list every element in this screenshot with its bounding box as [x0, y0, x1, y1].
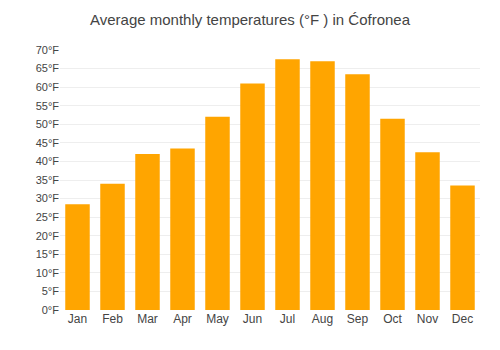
svg-text:Sep: Sep	[347, 312, 369, 326]
svg-text:65°F: 65°F	[36, 62, 60, 74]
svg-text:May: May	[206, 312, 229, 326]
svg-text:Apr: Apr	[173, 312, 192, 326]
svg-text:0°F: 0°F	[42, 304, 60, 316]
svg-text:Jun: Jun	[243, 312, 262, 326]
svg-text:15°F: 15°F	[36, 248, 60, 260]
svg-text:20°F: 20°F	[36, 230, 60, 242]
svg-text:Feb: Feb	[102, 312, 123, 326]
svg-text:30°F: 30°F	[36, 192, 60, 204]
svg-text:35°F: 35°F	[36, 174, 60, 186]
svg-text:Average monthly temperatures (: Average monthly temperatures (°F ) in Ćo…	[90, 11, 411, 28]
svg-text:Aug: Aug	[312, 312, 333, 326]
svg-text:55°F: 55°F	[36, 100, 60, 112]
svg-text:Jul: Jul	[280, 312, 295, 326]
svg-text:10°F: 10°F	[36, 267, 60, 279]
svg-text:Mar: Mar	[137, 312, 158, 326]
svg-text:60°F: 60°F	[36, 81, 60, 93]
svg-text:5°F: 5°F	[42, 285, 60, 297]
svg-text:Nov: Nov	[417, 312, 438, 326]
svg-text:50°F: 50°F	[36, 118, 60, 130]
svg-text:70°F: 70°F	[36, 44, 60, 56]
svg-text:Jan: Jan	[68, 312, 87, 326]
svg-text:40°F: 40°F	[36, 155, 60, 167]
svg-text:25°F: 25°F	[36, 211, 60, 223]
svg-text:Dec: Dec	[452, 312, 473, 326]
svg-text:45°F: 45°F	[36, 137, 60, 149]
svg-text:Oct: Oct	[383, 312, 402, 326]
